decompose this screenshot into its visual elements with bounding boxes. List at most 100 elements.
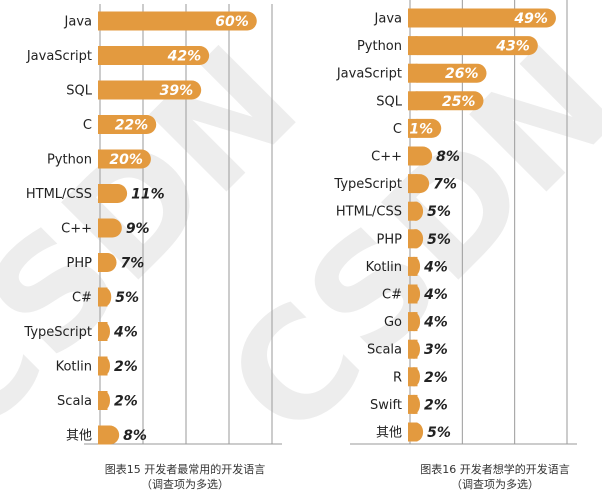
category-label: Scala [367,343,402,358]
bar-left-cap [408,339,418,359]
bar-left-cap [408,284,418,304]
value-label: 42% [167,49,202,65]
bar [408,36,538,56]
category-label: Scala [57,394,92,409]
bar-left-cap [408,8,418,28]
category-label: HTML/CSS [26,187,92,202]
category-label: C [83,118,92,133]
category-label: TypeScript [23,325,92,340]
category-label: JavaScript [26,49,92,64]
bar-left-cap [408,146,418,166]
bar-left-cap [98,80,108,100]
category-label: Kotlin [56,360,92,375]
category-label: Kotlin [366,260,402,275]
value-label: 39% [160,83,194,99]
bar-left-cap [98,46,108,65]
bar-left-cap [408,36,418,56]
caption-title: 图表15 开发者最常用的开发语言 [104,463,266,476]
value-label: 4% [423,287,448,303]
value-label: 7% [121,256,145,272]
bar-left-cap [408,63,418,83]
bar-left-cap [408,312,418,332]
category-label: 其他 [376,426,402,441]
category-label: C [393,122,402,137]
value-label: 5% [115,290,139,306]
value-label: 22% [115,118,149,134]
category-label: HTML/CSS [336,205,402,220]
category-label: 其他 [66,429,92,444]
bar-left-cap [98,287,108,307]
bar-left-cap [98,149,108,169]
bar-left-cap [408,394,418,414]
category-label: JavaScript [336,67,402,82]
bar [408,63,487,83]
category-label: Swift [370,398,402,413]
category-label: C# [382,288,402,303]
category-label: PHP [377,232,403,247]
value-label: 2% [424,370,448,386]
bar-left-cap [408,422,418,442]
bar-left-cap [408,91,418,111]
category-label: Go [384,315,402,330]
category-label: Java [374,12,402,27]
value-label: 9% [126,221,150,237]
chart-wanted-languages-plot: Java 49% Python 43% JavaScript 26% SQL 25% C11% C… [333,0,577,445]
bar-left-cap [408,174,418,194]
category-label: R [393,370,402,385]
bar-left-cap [408,118,418,138]
bar-left-cap [98,425,108,445]
value-label: 11% [131,187,165,203]
value-label: 2% [114,394,138,410]
bar-left-cap [408,367,418,387]
value-label: 25% [442,94,476,110]
value-label: 26% [445,66,479,82]
category-label: Python [47,153,92,168]
category-label: SQL [376,94,402,109]
bar-left-cap [98,391,108,410]
value-label: 4% [113,325,138,341]
value-label: 49% [513,11,548,27]
bar-left-cap [408,201,418,221]
bar-left-cap [98,218,108,238]
bar [98,11,257,31]
bar-left-cap [408,229,418,249]
chart-caption: 图表15 开发者最常用的开发语言 （调查项为多选） [80,462,290,492]
bar [408,91,484,111]
caption-title: 图表16 开发者想学的开发语言 [420,463,570,476]
category-label: TypeScript [333,177,402,192]
chart-wanted-languages: Java 49% Python 43% JavaScript 26% SQL 25% C 11% C… [310,0,602,498]
value-label: 43% [495,39,530,55]
bar-left-cap [98,322,108,341]
bar-left-cap [98,11,108,31]
value-label: 20% [109,152,143,168]
bar [98,115,157,134]
category-label: PHP [67,256,93,271]
value-label: 3% [424,342,448,358]
category-label: Python [357,39,402,54]
value-label: 11% [400,121,434,137]
category-label: SQL [66,84,92,99]
value-label: 4% [423,259,448,275]
value-label: 8% [123,428,147,444]
value-label: 7% [433,177,457,193]
bar [98,149,151,169]
chart-most-used-languages: Java 60% JavaScript 42% SQL 39% C 22% Python 20% H… [0,0,290,498]
caption-note: （调查项为多选） [451,478,539,491]
value-label: 5% [427,425,451,441]
category-label: Java [64,15,92,30]
bar [98,46,210,65]
category-label: C++ [61,222,92,237]
chart-most-used-languages-plot: Java 60% JavaScript 42% SQL 39% C 22% Python 20% H… [23,4,282,445]
chart-caption: 图表16 开发者想学的开发语言 （调查项为多选） [390,462,600,492]
bar [98,80,202,100]
value-label: 8% [436,149,460,165]
bar-left-cap [408,256,418,276]
value-label: 5% [427,232,451,248]
bar-left-cap [98,253,108,272]
bar-left-cap [98,184,108,203]
value-label: 4% [423,315,448,331]
bar [408,8,556,28]
category-label: C# [72,291,92,306]
value-label: 2% [114,359,138,375]
bar-left-cap [98,356,108,376]
